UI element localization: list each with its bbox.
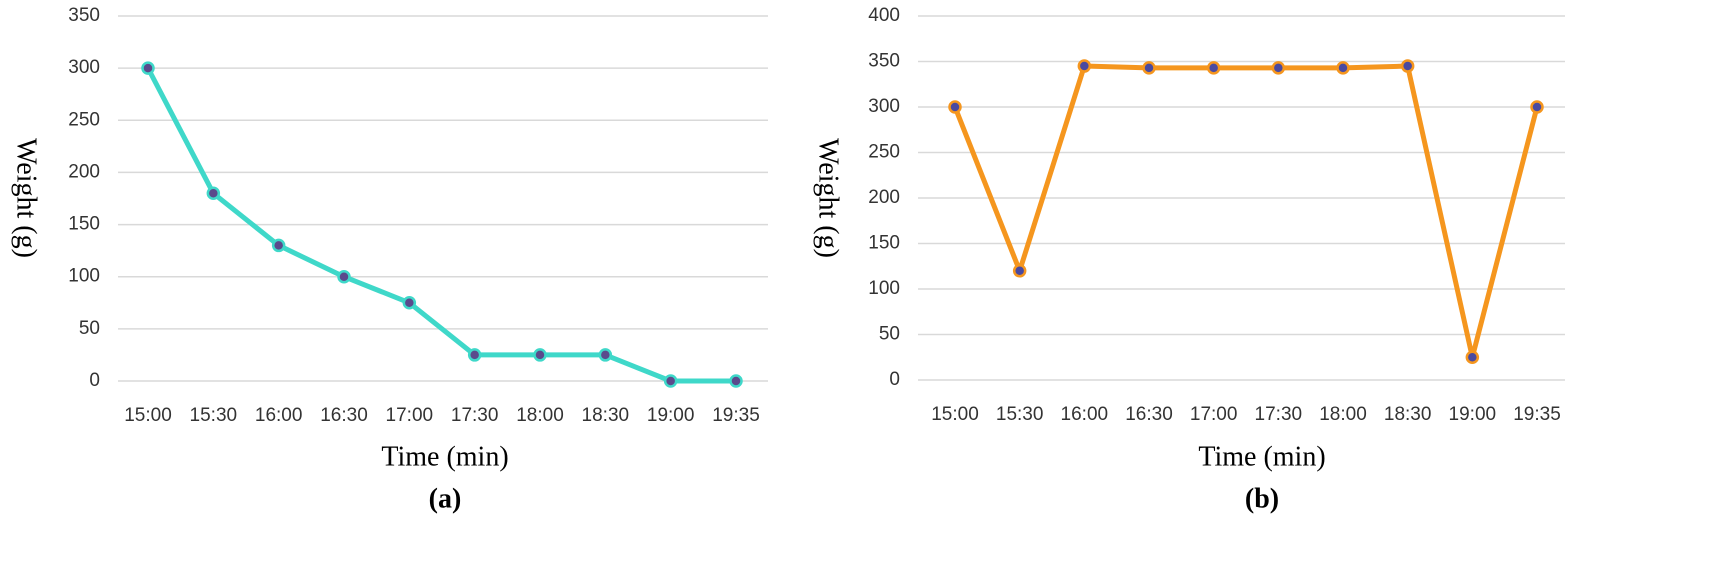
x-tick-label: 15:00 bbox=[931, 404, 979, 425]
y-tick-label: 400 bbox=[868, 5, 900, 26]
data-point bbox=[337, 269, 351, 284]
y-tick-label: 300 bbox=[68, 57, 100, 78]
x-tick-label: 16:00 bbox=[1061, 404, 1109, 425]
y-tick-label: 200 bbox=[68, 161, 100, 182]
data-point bbox=[1336, 61, 1350, 75]
y-tick-label: 100 bbox=[868, 278, 900, 299]
x-tick-label: 18:00 bbox=[516, 405, 564, 426]
data-point bbox=[402, 296, 417, 310]
data-line bbox=[145, 66, 736, 384]
x-axis-title: Time (min) bbox=[381, 441, 508, 472]
chart-panel: 0 50 100 150 200 250 300 350 400 15:00 15:30 16:00 1… bbox=[813, 5, 1565, 514]
x-tick-label: 15:00 bbox=[124, 405, 172, 426]
y-tick-label: 250 bbox=[868, 142, 900, 163]
x-tick-label: 16:30 bbox=[320, 405, 368, 426]
data-point bbox=[1142, 61, 1156, 75]
y-tick-label: 50 bbox=[879, 324, 900, 345]
x-tick-label: 19:00 bbox=[1449, 404, 1497, 425]
x-tick-label: 17:30 bbox=[1255, 404, 1303, 425]
y-tick-label: 200 bbox=[868, 187, 900, 208]
x-tick-label: 18:30 bbox=[1384, 404, 1432, 425]
data-point bbox=[729, 374, 743, 388]
x-tick-label: 15:30 bbox=[996, 404, 1044, 425]
x-tick-label: 18:30 bbox=[582, 405, 630, 426]
data-point bbox=[1400, 59, 1415, 73]
y-tick-label: 350 bbox=[868, 51, 900, 72]
x-tick-label: 17:30 bbox=[451, 405, 499, 426]
y-tick-label: 0 bbox=[889, 369, 900, 390]
data-point bbox=[1077, 59, 1092, 73]
y-tick-label: 100 bbox=[68, 266, 100, 287]
panel-label: (b) bbox=[1245, 483, 1279, 514]
data-point bbox=[1012, 264, 1027, 278]
data-point bbox=[533, 348, 547, 362]
data-point bbox=[948, 100, 962, 114]
data-point bbox=[1465, 350, 1480, 364]
data-line bbox=[952, 63, 1540, 360]
y-axis-title: Weight (g) bbox=[813, 138, 844, 258]
data-point bbox=[663, 374, 678, 388]
data-point bbox=[1530, 100, 1544, 114]
chart-panel: 0 50 100 150 200 250 300 350 15:00 15:30 16:00 16:3… bbox=[11, 5, 768, 514]
x-axis-title: Time (min) bbox=[1198, 441, 1325, 472]
x-tick-label: 15:30 bbox=[190, 405, 238, 426]
data-point bbox=[467, 348, 482, 362]
y-tick-label: 0 bbox=[89, 370, 100, 391]
y-tick-label: 150 bbox=[68, 214, 100, 235]
data-point bbox=[141, 61, 155, 75]
y-tick-label: 350 bbox=[68, 5, 100, 26]
y-tick-label: 250 bbox=[68, 109, 100, 130]
data-point bbox=[598, 348, 613, 362]
y-tick-label: 300 bbox=[868, 96, 900, 117]
y-axis-title: Weight (g) bbox=[11, 138, 42, 258]
x-tick-label: 18:00 bbox=[1319, 404, 1367, 425]
y-tick-label: 50 bbox=[79, 318, 100, 339]
data-point bbox=[1206, 61, 1221, 75]
x-tick-label: 16:30 bbox=[1125, 404, 1173, 425]
data-point bbox=[206, 186, 221, 201]
panel-label: (a) bbox=[429, 483, 462, 514]
y-tick-label: 150 bbox=[868, 233, 900, 254]
data-point bbox=[1271, 61, 1286, 75]
x-tick-label: 19:35 bbox=[712, 405, 760, 426]
data-point bbox=[271, 238, 286, 253]
x-tick-label: 17:00 bbox=[1190, 404, 1238, 425]
x-tick-label: 19:35 bbox=[1513, 404, 1561, 425]
x-tick-label: 16:00 bbox=[255, 405, 303, 426]
x-tick-label: 17:00 bbox=[386, 405, 434, 426]
x-tick-label: 19:00 bbox=[647, 405, 695, 426]
